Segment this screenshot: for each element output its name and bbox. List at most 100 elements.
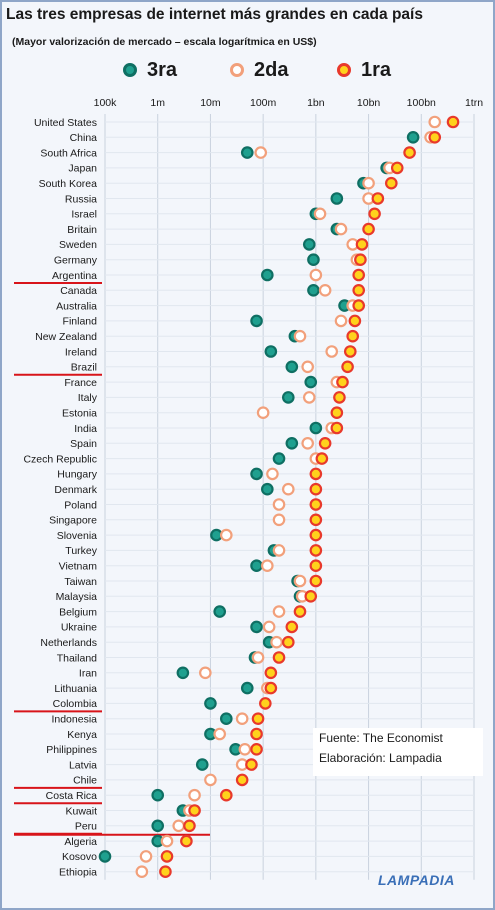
x-tick-label: 1trn [465, 97, 483, 109]
legend-marker-segunda [230, 63, 244, 77]
country-label: Russia [65, 193, 97, 205]
dot-primera [403, 146, 416, 159]
country-label: Malaysia [56, 591, 98, 603]
dot-primera [315, 452, 329, 465]
dot-primera [309, 528, 323, 542]
dot-segunda [313, 207, 327, 221]
legend-label-segunda: 2da [254, 58, 289, 81]
legend-label-tercera: 3ra [147, 58, 178, 81]
dot-primera [180, 834, 193, 848]
dot-segunda [301, 360, 314, 374]
x-tick-label: 100m [250, 97, 277, 109]
dot-segunda [262, 620, 276, 634]
dot-segunda [219, 528, 233, 542]
dot-primera [428, 131, 442, 144]
country-label: Argentina [52, 270, 97, 282]
country-label: Germany [54, 255, 98, 267]
dot-primera [183, 819, 196, 833]
dot-primera [318, 436, 332, 450]
country-label: Kuwait [65, 805, 97, 817]
dot-primera [355, 238, 369, 251]
dot-primera [348, 314, 362, 328]
dot-segunda [160, 834, 174, 848]
dot-primera [385, 176, 398, 190]
country-label: Iran [79, 668, 97, 680]
dot-primera [336, 375, 349, 389]
dot-primera [352, 299, 366, 312]
dot-primera [354, 253, 367, 267]
legend-marker-tercera [123, 63, 137, 77]
dot-tercera [213, 605, 227, 618]
country-label: Finland [63, 316, 98, 328]
dot-primera [352, 268, 366, 282]
dot-primera [309, 498, 323, 511]
dot-tercera [176, 666, 190, 680]
country-label: Denmark [54, 484, 97, 496]
dot-segunda [272, 544, 286, 557]
dot-primera [352, 283, 366, 297]
dot-tercera [285, 436, 299, 450]
dot-tercera [307, 253, 320, 267]
lampadia-logo: LAMPADIA [378, 872, 455, 888]
dot-primera [343, 345, 357, 358]
country-label: New Zealand [35, 331, 97, 343]
dot-segunda [362, 176, 375, 190]
x-tick-label: 10m [200, 97, 221, 109]
dot-primera [264, 681, 278, 695]
country-label: China [70, 132, 98, 144]
dot-primera [309, 559, 323, 572]
country-label: Indonesia [51, 714, 97, 726]
dot-tercera [151, 819, 165, 833]
country-label: Netherlands [40, 637, 97, 649]
dot-primera [309, 513, 323, 527]
dot-segunda [188, 788, 201, 802]
x-tick-label: 10bn [357, 97, 381, 109]
dot-segunda [272, 498, 286, 511]
dot-segunda [254, 146, 268, 159]
dot-primera [245, 758, 258, 771]
dot-tercera [250, 467, 263, 481]
dot-tercera [302, 238, 316, 251]
dot-primera [309, 544, 323, 557]
dot-tercera [98, 850, 112, 863]
country-label: Spain [70, 438, 97, 450]
dot-primera [333, 391, 346, 404]
dot-primera [272, 651, 286, 664]
x-tick-label: 100k [94, 97, 118, 109]
country-label: Kosovo [62, 851, 97, 863]
country-label: India [74, 423, 97, 435]
dot-primera [219, 788, 233, 802]
country-label: Turkey [65, 545, 97, 557]
country-label: United States [34, 117, 97, 129]
country-label: Italy [78, 392, 98, 404]
dot-segunda [261, 559, 274, 572]
dot-primera [390, 161, 404, 175]
dot-segunda [270, 635, 283, 649]
dot-segunda [309, 268, 323, 282]
dot-tercera [330, 192, 344, 205]
country-label: South Korea [39, 178, 98, 190]
dot-segunda [272, 605, 286, 618]
dot-segunda [334, 314, 348, 328]
legend-item-primera: 1ra [337, 58, 391, 82]
dot-tercera [307, 283, 320, 297]
dot-tercera [240, 146, 254, 159]
source-line: Fuente: The Economist [319, 731, 443, 745]
dot-segunda [139, 850, 153, 863]
country-label: Ethiopia [59, 867, 97, 879]
dot-primera [160, 850, 174, 863]
dot-primera [188, 804, 201, 817]
country-label: Chile [73, 775, 97, 787]
country-label: Philippines [46, 744, 97, 756]
dot-segunda [135, 865, 149, 878]
dot-primera [309, 482, 323, 496]
dot-segunda [293, 574, 307, 588]
legend-label-primera: 1ra [361, 58, 392, 81]
country-label: Slovenia [57, 530, 97, 542]
country-label: Algeria [64, 836, 97, 848]
country-label: Britain [67, 224, 97, 236]
dot-tercera [195, 758, 209, 771]
dot-segunda [235, 712, 249, 725]
country-label: Belgium [59, 606, 97, 618]
